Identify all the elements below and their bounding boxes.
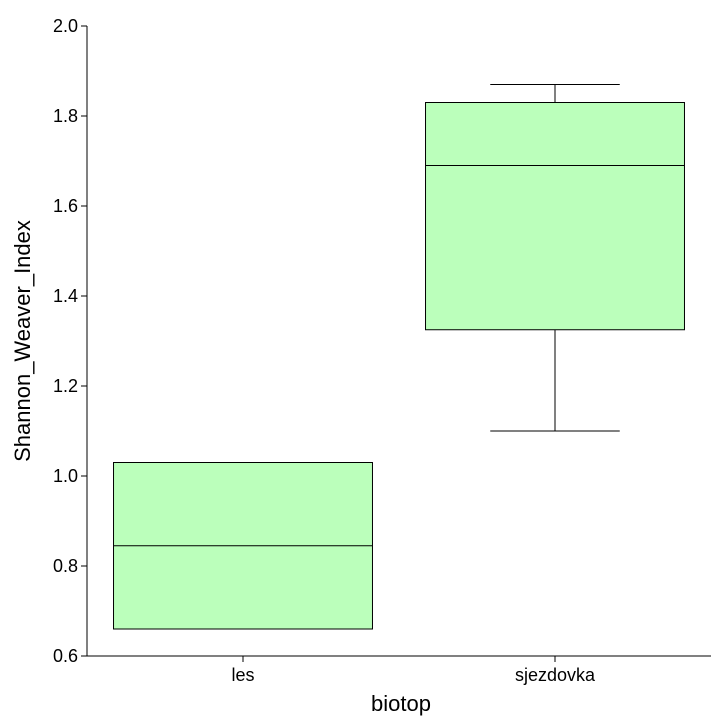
box-sjezdovka — [425, 84, 685, 432]
y-tick-label: 1.6 — [53, 196, 78, 216]
x-tick-label: les — [231, 665, 254, 685]
x-axis-title: biotop — [371, 691, 431, 716]
y-tick-label: 0.6 — [53, 646, 78, 666]
y-tick-label: 1.8 — [53, 106, 78, 126]
x-axis: les sjezdovka — [87, 655, 711, 685]
y-tick-label: 0.8 — [53, 556, 78, 576]
y-tick-label: 1.0 — [53, 466, 78, 486]
box-les — [113, 462, 373, 630]
y-axis: 0.6 0.8 1.0 1.2 1.4 1.6 1.8 2.0 — [53, 16, 88, 666]
boxes — [113, 84, 685, 630]
y-axis-title: Shannon_Weaver_Index — [10, 220, 35, 462]
y-tick-label: 1.2 — [53, 376, 78, 396]
y-tick-label: 2.0 — [53, 16, 78, 36]
x-tick-label: sjezdovka — [515, 665, 596, 685]
y-tick-label: 1.4 — [53, 286, 78, 306]
iqr-box — [425, 102, 685, 331]
